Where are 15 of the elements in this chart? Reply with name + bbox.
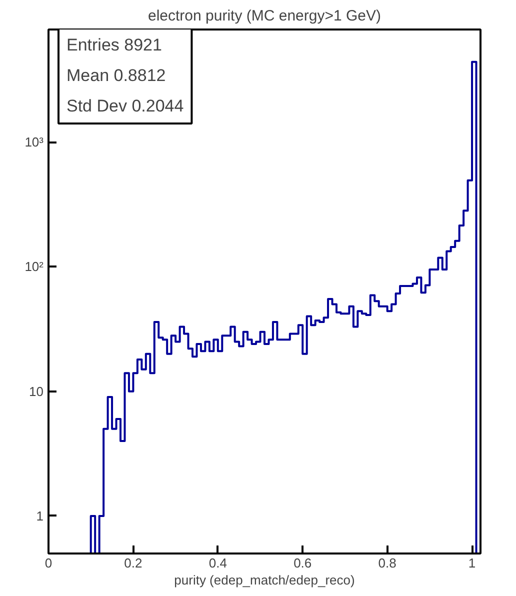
y-tick-label: 10² bbox=[24, 259, 44, 274]
annotation: Mean 0.8812 bbox=[66, 66, 166, 86]
x-tick-label: 0 bbox=[44, 556, 52, 570]
y-tick-label: 10³ bbox=[24, 134, 44, 150]
y-tick-label: 1 bbox=[36, 508, 44, 524]
x-tick-label: 0.4 bbox=[208, 556, 227, 570]
x-tick-label: 0.6 bbox=[294, 556, 312, 570]
annotation: Std Dev 0.2044 bbox=[66, 96, 184, 116]
y-tick-label: 10 bbox=[29, 384, 44, 399]
x-tick-label: 0.8 bbox=[378, 556, 396, 570]
chart-title: electron purity (MC energy>1 GeV) bbox=[148, 8, 382, 24]
annotation: Entries 8921 bbox=[66, 36, 162, 55]
x-axis-title: purity (edep_match/edep_reco) bbox=[174, 572, 355, 588]
x-tick-label: 0.2 bbox=[124, 556, 142, 570]
x-tick-label: 1 bbox=[468, 556, 476, 570]
